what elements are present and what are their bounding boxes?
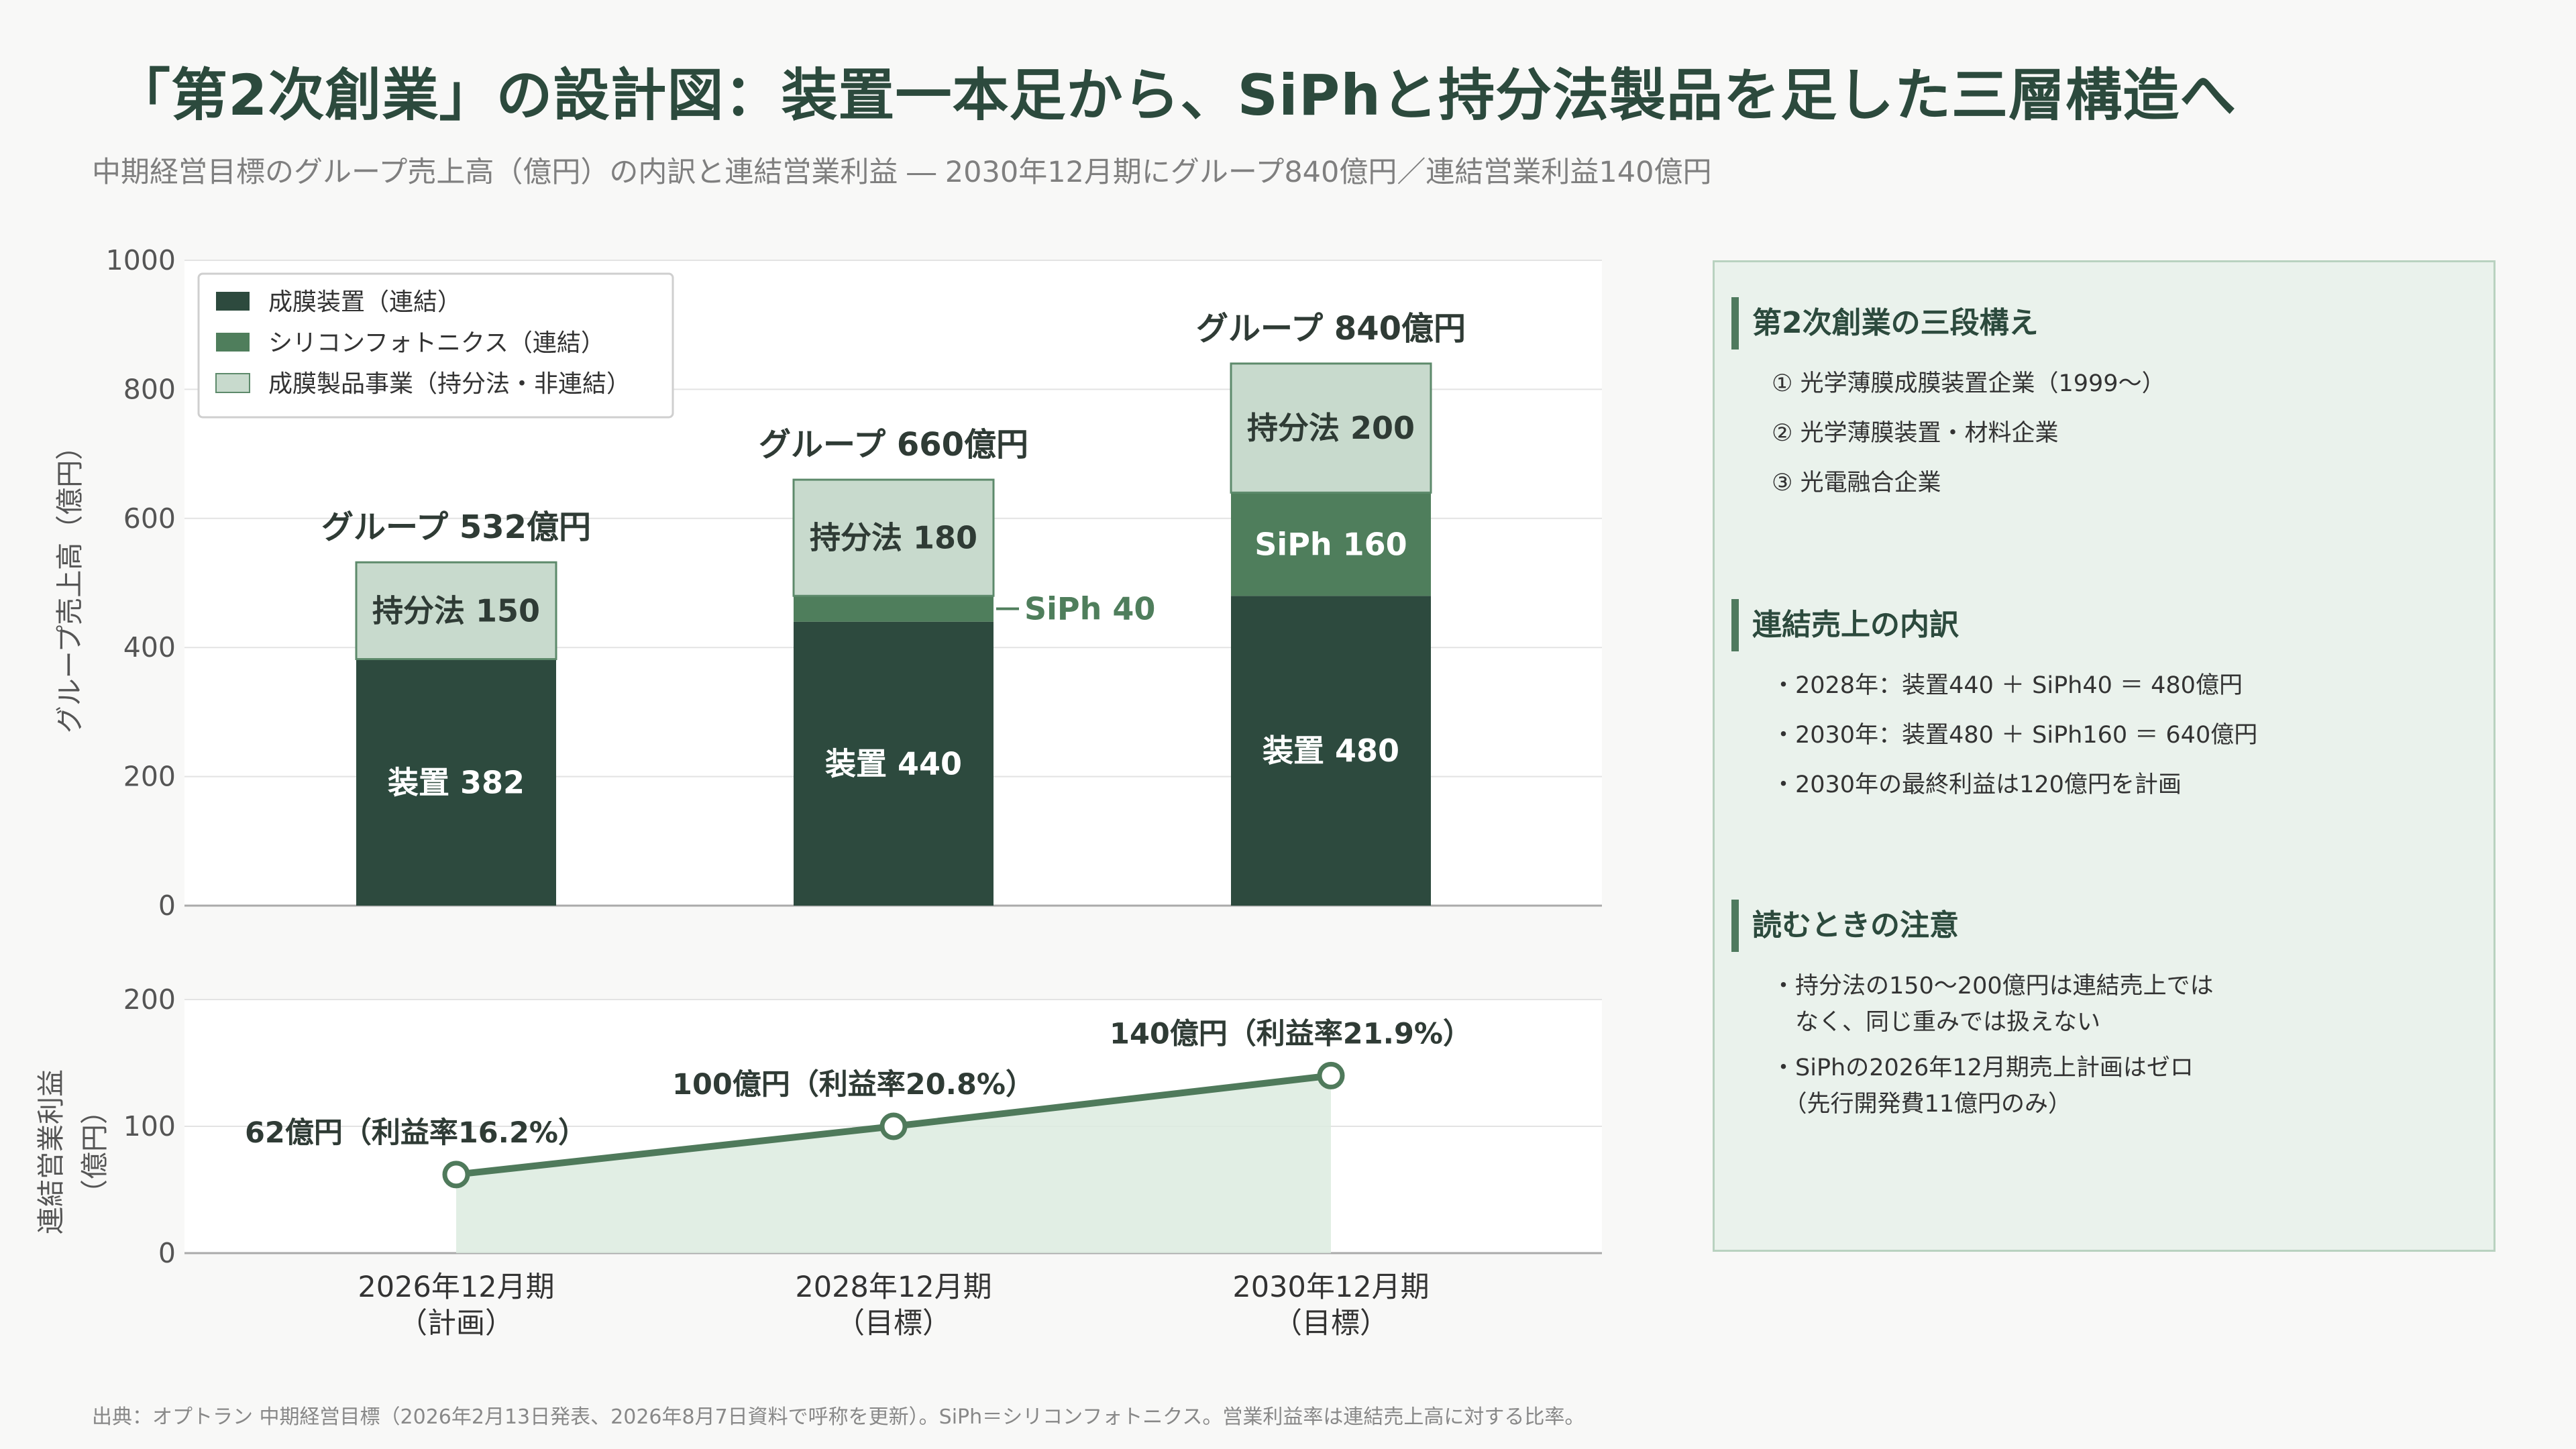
bar-segment	[1231, 492, 1431, 596]
x-category-label: （計画）	[398, 1307, 514, 1340]
y-tick-label: 0	[158, 890, 176, 922]
bar-segment-label: 装置 480	[1263, 733, 1399, 769]
panel-heading: 連結売上の内訳	[1731, 599, 2480, 651]
panel-item: ② 光学薄膜装置・材料企業	[1772, 420, 2059, 447]
profit-point	[1317, 1061, 1345, 1089]
legend-swatch	[216, 292, 250, 311]
bar-total-label: グループ 532億円	[321, 508, 591, 546]
x-category-label: 2026年12月期	[358, 1271, 554, 1304]
bar-segment	[794, 596, 994, 622]
bar-total-label: グループ 660億円	[759, 426, 1028, 464]
y-tick-label: 600	[123, 502, 176, 535]
y-axis-title: 連結営業利益	[35, 1069, 67, 1234]
panel-item: ③ 光電融合企業	[1772, 470, 1941, 496]
bar-segment-label: 持分法 180	[810, 520, 977, 556]
bar-segment-label: SiPh 160	[1254, 526, 1407, 562]
bar-segment	[794, 621, 994, 906]
x-category-label: 2028年12月期	[795, 1271, 991, 1304]
profit-point	[442, 1161, 470, 1189]
y-tick-label: 0	[158, 1237, 176, 1269]
bar-segment-label: 装置 382	[388, 764, 525, 800]
chart-legend: 成膜装置（連結） シリコンフォトニクス（連結） 成膜製品事業（持分法・非連結）	[197, 272, 674, 419]
panel-item: ① 光学薄膜成膜装置企業（1999〜）	[1772, 370, 2165, 397]
y-axis-title: グループ売上高（億円）	[54, 433, 86, 734]
bar-segment-label: 持分法 200	[1247, 410, 1415, 446]
panel-item: ・持分法の150〜200億円は連結売上では なく、同じ重みでは扱えない	[1772, 973, 2214, 1036]
y-tick-label: 200	[123, 761, 176, 793]
y-tick-label: 200	[123, 983, 176, 1016]
page-title: 「第2次創業」の設計図：装置一本足から、SiPhと持分法製品を足した三層構造へ	[114, 62, 2237, 128]
bar-segment	[1230, 362, 1432, 494]
bar-segment-label: SiPh 40	[1024, 590, 1155, 627]
y-tick-label: 100	[123, 1110, 176, 1142]
x-category-label: （目標）	[1273, 1307, 1389, 1340]
bar-segment-label: 装置 440	[825, 745, 962, 782]
profit-area	[456, 1075, 1331, 1253]
panel-section-strategy: 第2次創業の三段構え ① 光学薄膜成膜装置企業（1999〜） ② 光学薄膜装置・…	[1731, 297, 2480, 508]
panel-section-breakdown: 連結売上の内訳 ・2028年：装置440 ＋ SiPh40 ＝ 480億円 ・2…	[1731, 599, 2480, 810]
profit-point	[879, 1112, 908, 1140]
profit-point-label: 140億円（利益率21.9%）	[1110, 1017, 1472, 1051]
summary-panel: 第2次創業の三段構え ① 光学薄膜成膜装置企業（1999〜） ② 光学薄膜装置・…	[1713, 260, 2496, 1252]
panel-heading: 第2次創業の三段構え	[1731, 297, 2480, 350]
legend-swatch	[215, 373, 250, 393]
legend-swatch	[216, 333, 250, 352]
bar-segment	[355, 561, 557, 661]
source-footnote: 出典：オプトラン 中期経営目標（2026年2月13日発表、2026年8月7日資料…	[92, 1405, 1585, 1429]
profit-point-label: 100億円（利益率20.8%）	[672, 1068, 1034, 1102]
x-category-label: （目標）	[836, 1307, 951, 1340]
page-subtitle: 中期経営目標のグループ売上高（億円）の内訳と連結営業利益 ― 2030年12月期…	[92, 156, 1712, 189]
x-category-label: 2030年12月期	[1232, 1271, 1429, 1304]
panel-item: ・2030年の最終利益は120億円を計画	[1772, 771, 2182, 798]
panel-item: ・SiPhの2026年12月期売上計画はゼロ （先行開発費11億円のみ）	[1772, 1055, 2194, 1118]
bar-segment-label: 持分法 150	[372, 592, 540, 629]
legend-label: シリコンフォトニクス（連結）	[268, 329, 605, 357]
bar-segment	[356, 659, 556, 906]
y-tick-label: 400	[123, 631, 176, 663]
panel-heading: 読むときの注意	[1731, 900, 2480, 952]
panel-item: ・2030年：装置480 ＋ SiPh160 ＝ 640億円	[1772, 722, 2258, 749]
legend-label: 成膜装置（連結）	[268, 288, 462, 316]
bar-segment	[792, 478, 995, 597]
profit-point-label: 62億円（利益率16.2%）	[245, 1116, 587, 1150]
legend-label: 成膜製品事業（持分法・非連結）	[268, 370, 631, 398]
y-tick-label: 1000	[106, 244, 176, 276]
panel-section-caution: 読むときの注意 ・持分法の150〜200億円は連結売上では なく、同じ重みでは扱…	[1731, 900, 2480, 1132]
bar-total-label: グループ 840億円	[1196, 310, 1466, 347]
y-tick-label: 800	[123, 373, 176, 405]
y-axis-unit: （億円）	[78, 1097, 111, 1207]
panel-item: ・2028年：装置440 ＋ SiPh40 ＝ 480億円	[1772, 672, 2243, 699]
bar-segment	[1231, 596, 1431, 906]
